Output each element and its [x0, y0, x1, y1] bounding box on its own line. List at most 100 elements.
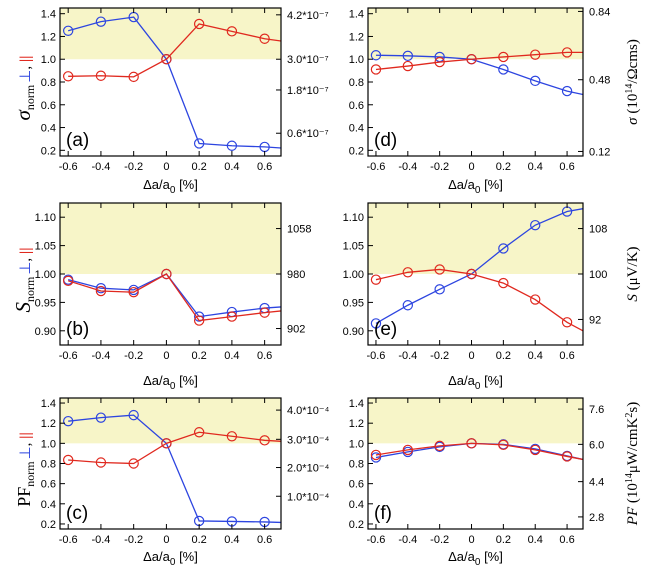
y-tick-label: 0.2 — [349, 519, 364, 531]
panel-d: 0.2 0.4 0.6 0.8 1.0 1.2 1.4 0.12 0.48 0.84 -0.6 -0.… — [349, 6, 641, 196]
highlight-band — [368, 8, 583, 60]
data-point — [530, 75, 541, 87]
series-line-par — [375, 442, 583, 461]
highlight-band — [368, 398, 583, 444]
data-point — [95, 412, 107, 423]
data-point — [402, 60, 414, 72]
data-point — [259, 307, 270, 318]
y-tick-label: 0.6 — [41, 479, 56, 491]
x-tick-label: -0.4 — [398, 350, 417, 362]
x-axis-label: Δa/a0 [%] — [448, 549, 503, 568]
data-point — [226, 431, 238, 442]
y-tick-label: 0.4 — [41, 123, 56, 135]
data-point — [498, 64, 509, 75]
x-tick-label: 0.4 — [224, 534, 239, 546]
y-axis-label-text: PFnorm⊥, || — [14, 432, 37, 507]
right-y-tick-label: 0.12 — [589, 146, 610, 158]
data-point — [434, 284, 445, 295]
y-tick-label: 0.8 — [41, 77, 56, 89]
x-tick-label: -0.6 — [59, 534, 78, 546]
data-point — [370, 64, 382, 75]
x-tick-label: -0.2 — [430, 161, 449, 173]
x-tick-label: 0.2 — [496, 350, 511, 362]
data-point — [226, 26, 238, 37]
x-axis-label: Δa/a0 [%] — [448, 373, 503, 392]
y-tick-label: 1.0 — [41, 438, 56, 450]
x-tick-label: 0.6 — [257, 534, 272, 546]
series-line-par — [375, 51, 583, 71]
right-y-axis-label: PF (1014μW/cmK2s) — [624, 402, 641, 526]
x-tick-label: 0.2 — [191, 350, 206, 362]
data-point — [530, 219, 541, 231]
x-tick-label: -0.2 — [430, 350, 449, 362]
data-point — [402, 267, 414, 278]
data-point — [128, 409, 139, 421]
data-point — [530, 294, 541, 305]
x-tick-label: 0 — [163, 161, 169, 173]
data-point — [498, 243, 509, 254]
y-axis-label: Snorm⊥, || — [11, 247, 37, 312]
y-tick-label: 0.2 — [349, 145, 364, 157]
plot-area — [62, 268, 281, 326]
data-point — [466, 54, 477, 65]
x-tick-label: -0.6 — [59, 161, 78, 173]
right-y-tick-label: 3.0*10⁻⁷ — [287, 54, 329, 66]
data-point — [434, 440, 445, 452]
data-point — [95, 283, 107, 294]
x-tick-label: 0.6 — [559, 350, 574, 362]
plot-area — [370, 47, 583, 97]
panel-label: (d) — [374, 130, 397, 151]
right-y-tick-label: 1.0*10⁻⁴ — [287, 491, 330, 503]
series-line-perp — [68, 273, 281, 318]
right-y-axis-label-text: S (μV/K) — [625, 246, 641, 301]
series-line-par — [67, 273, 281, 322]
data-point — [62, 415, 74, 427]
x-tick-label: -0.4 — [91, 534, 110, 546]
data-point — [62, 25, 74, 36]
data-point — [561, 317, 573, 328]
data-point — [402, 300, 414, 311]
data-point — [161, 268, 172, 280]
y-tick-label: 1.10 — [35, 212, 56, 224]
x-tick-label: 0 — [468, 350, 474, 362]
x-tick-label: 0.6 — [559, 161, 574, 173]
x-tick-label: -0.2 — [124, 161, 143, 173]
x-tick-label: 0 — [163, 534, 169, 546]
y-tick-label: 0.95 — [343, 297, 364, 309]
series-line-perp — [375, 208, 583, 324]
data-point — [561, 451, 573, 462]
data-point — [193, 315, 205, 326]
data-point — [95, 70, 107, 81]
right-y-tick-label: 108 — [589, 224, 607, 236]
x-tick-label: 0.4 — [224, 350, 239, 362]
data-point — [161, 54, 172, 65]
right-y-axis-label: σ (1014/Ωcms) — [624, 39, 641, 125]
y-tick-label: 1.0 — [349, 54, 364, 66]
right-y-tick-label: 100 — [589, 269, 607, 281]
data-point — [498, 51, 509, 63]
series-line-perp — [68, 16, 281, 149]
highlight-band — [60, 398, 281, 444]
data-point — [498, 277, 509, 289]
panel-e: 0.90 0.95 1.00 1.05 1.10 92 100 108 -0.6 -0.4 -0.2… — [343, 202, 641, 392]
panel-label: (a) — [66, 130, 89, 151]
x-tick-label: -0.6 — [366, 350, 385, 362]
x-tick-label: -0.6 — [59, 350, 78, 362]
panel-label: (c) — [66, 503, 88, 524]
x-axis-label: Δa/a0 [%] — [143, 549, 198, 568]
data-point — [434, 56, 445, 68]
right-y-axis-label-text: σ (1014/Ωcms) — [624, 39, 641, 125]
data-point — [128, 458, 139, 469]
y-tick-label: 1.2 — [41, 418, 56, 430]
data-point — [530, 49, 541, 60]
y-tick-label: 1.2 — [41, 31, 56, 43]
right-y-tick-label: 92 — [589, 314, 601, 326]
y-tick-label: 1.0 — [349, 438, 364, 450]
data-point — [95, 285, 107, 297]
panel-label: (f) — [374, 503, 392, 524]
data-point — [466, 438, 477, 449]
right-y-tick-label: 4.4 — [589, 477, 604, 489]
plot-area — [62, 11, 281, 153]
plot-area — [370, 438, 583, 463]
right-y-tick-label: 3.0*10⁻⁴ — [287, 434, 330, 446]
